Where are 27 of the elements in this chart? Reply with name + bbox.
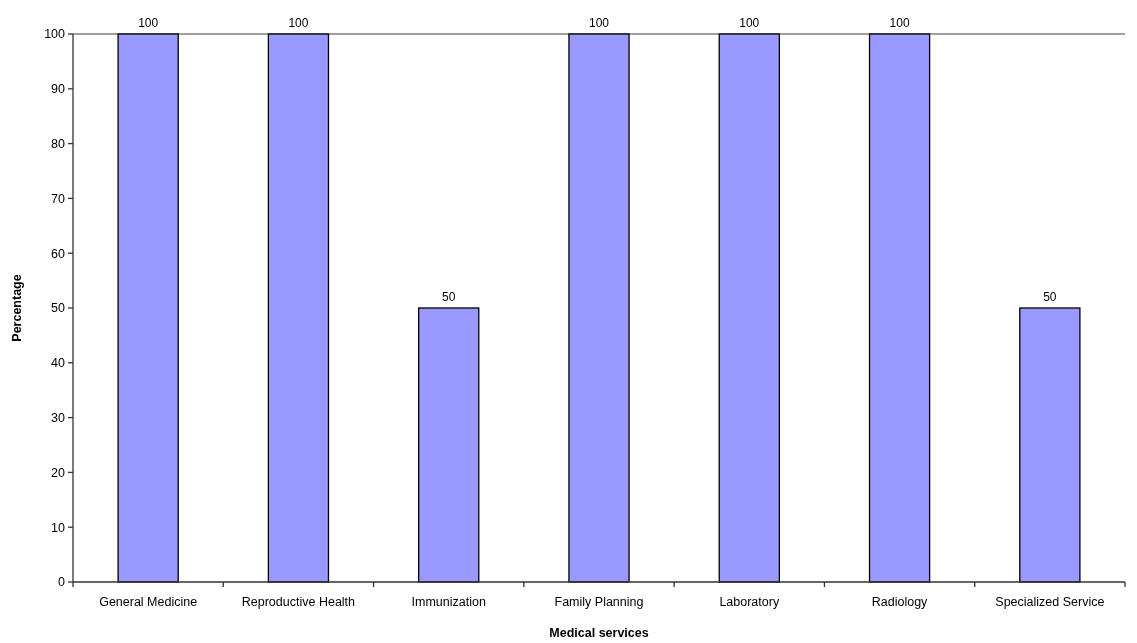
data-label: 100 [138, 16, 159, 30]
x-tick-label: Laboratory [719, 595, 780, 609]
x-tick-label: Immunization [411, 595, 486, 609]
x-tick-label: Reproductive Health [241, 595, 356, 609]
y-tick-label: 0 [58, 575, 66, 590]
data-label: 100 [588, 16, 610, 30]
y-tick-label: 10 [51, 520, 66, 535]
y-tick-label: 100 [44, 27, 66, 42]
y-tick-label: 80 [51, 136, 66, 151]
y-tick-label: 90 [51, 82, 66, 97]
x-axis-title: Medical services [549, 626, 649, 640]
y-tick-label: 30 [51, 410, 66, 425]
x-tick-label: Specialized Service [995, 595, 1105, 609]
x-tick-label: Radiology [871, 595, 929, 609]
data-label: 50 [442, 290, 456, 304]
y-tick-label: 20 [51, 465, 66, 480]
data-label: 50 [1043, 290, 1057, 304]
y-axis-title: Percentage [10, 274, 24, 342]
data-label: 100 [739, 16, 760, 30]
data-label: 100 [288, 16, 309, 30]
x-tick-label: Family Planning [554, 595, 644, 609]
y-tick-label: 70 [51, 191, 66, 206]
data-label: 100 [889, 16, 910, 30]
x-tick-label: General Medicine [99, 595, 198, 609]
y-tick-label: 40 [51, 356, 66, 371]
y-tick-label: 60 [51, 246, 66, 261]
y-tick-label: 50 [51, 301, 66, 316]
